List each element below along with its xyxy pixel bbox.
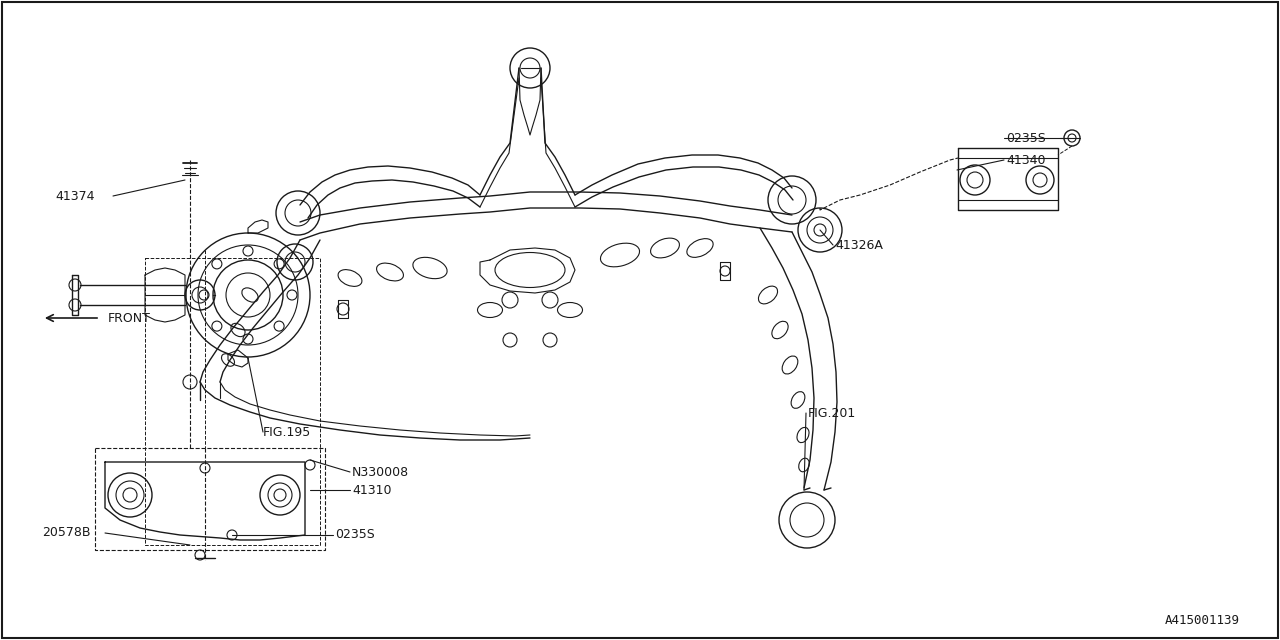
Text: FIG.201: FIG.201 [808,406,856,419]
Text: 41326A: 41326A [835,239,883,252]
Text: FRONT: FRONT [108,312,151,324]
Text: 20578B: 20578B [42,527,91,540]
Text: 0235S: 0235S [1006,131,1046,145]
Text: N330008: N330008 [352,465,410,479]
Text: 0235S: 0235S [335,529,375,541]
Text: 41374: 41374 [55,189,95,202]
Text: A415001139: A415001139 [1165,614,1240,627]
Text: 41310: 41310 [352,483,392,497]
Text: 41340: 41340 [1006,154,1046,166]
Text: FIG.195: FIG.195 [262,426,311,438]
